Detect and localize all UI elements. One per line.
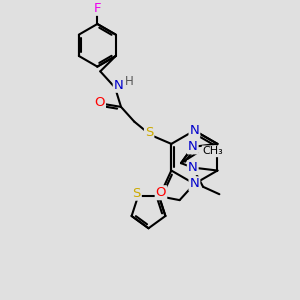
- Text: S: S: [145, 126, 153, 139]
- Text: N: N: [188, 140, 198, 153]
- Text: N: N: [188, 161, 198, 174]
- Text: N: N: [114, 79, 124, 92]
- Text: O: O: [94, 96, 105, 109]
- Text: CH₃: CH₃: [202, 146, 224, 156]
- Text: H: H: [125, 75, 134, 88]
- Text: N: N: [190, 177, 199, 190]
- Text: F: F: [94, 2, 101, 15]
- Text: O: O: [156, 186, 166, 199]
- Text: N: N: [190, 124, 199, 137]
- Text: S: S: [132, 187, 141, 200]
